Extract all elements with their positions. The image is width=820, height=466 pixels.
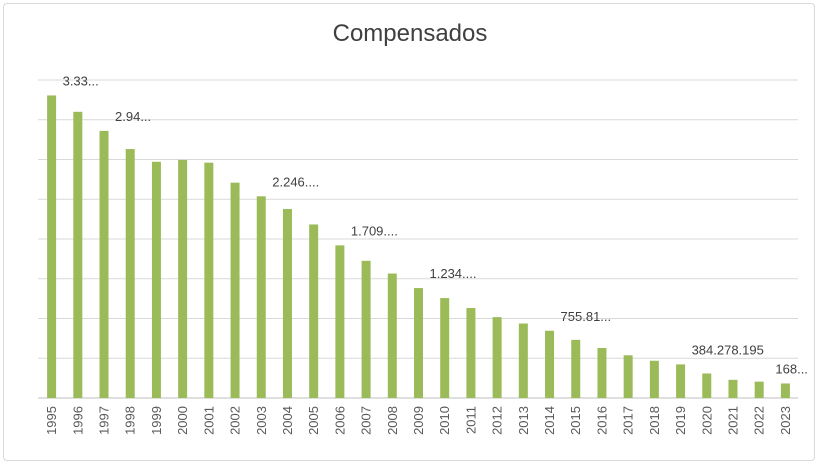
bar-2013: [518, 323, 528, 398]
bar-1997: [99, 130, 109, 398]
bar-2016: [597, 348, 607, 398]
bar-2015: [571, 339, 581, 398]
bar-2006: [335, 245, 345, 398]
bar-1998: [125, 149, 135, 398]
x-tick-label: 2005: [306, 406, 321, 435]
x-tick-label: 2004: [280, 406, 295, 435]
bar-2017: [623, 355, 633, 398]
x-tick-label: 2014: [542, 406, 557, 435]
x-tick-label: 2021: [725, 406, 740, 435]
bar-2009: [414, 288, 423, 398]
x-tick-label: 2010: [437, 406, 452, 435]
x-tick-label: 2020: [699, 406, 714, 435]
x-tick-label: 2018: [647, 406, 662, 435]
bar-2003: [256, 196, 266, 398]
bar-2000: [178, 159, 188, 398]
data-labels: 3.33... 2.94... 2.246.... 1.709.... 1.234...…: [63, 73, 808, 376]
bar-2001: [204, 162, 214, 398]
bar-2020: [702, 373, 712, 398]
x-tick-label: 2006: [332, 406, 347, 435]
data-label: 2.246....: [272, 174, 319, 189]
x-tick-label: 2002: [228, 406, 243, 435]
bar-2007: [361, 260, 371, 398]
bar-2023: [780, 383, 790, 398]
data-label: 384.278.195: [692, 342, 764, 357]
bar-1999: [151, 161, 161, 398]
bars: [47, 95, 790, 399]
data-label: 1.709....: [351, 223, 398, 238]
x-tick-label: 2001: [201, 406, 216, 435]
x-tick-label: 2003: [254, 406, 269, 435]
x-tick-label: 1999: [149, 406, 164, 435]
x-tick-label: 1995: [44, 406, 59, 435]
x-tick-label: 2008: [385, 406, 400, 435]
bar-1996: [73, 111, 83, 399]
x-tick-label: 2013: [516, 406, 531, 435]
bar-2021: [728, 379, 738, 398]
x-tick-label: 1996: [70, 406, 85, 435]
bar-2014: [545, 330, 555, 398]
bar-1995: [47, 95, 57, 399]
bar-2019: [676, 364, 686, 398]
x-tick-label: 2015: [568, 406, 583, 435]
bar-2012: [492, 317, 502, 398]
data-label: 2.94...: [115, 109, 151, 124]
bar-2011: [466, 308, 476, 398]
x-tick-label: 2011: [463, 406, 478, 434]
bar-2010: [440, 298, 450, 398]
x-tick-label: 2022: [752, 406, 767, 435]
data-label: 3.33...: [63, 73, 99, 88]
data-label: 755.81...: [561, 309, 612, 324]
data-label: 1.234....: [430, 266, 477, 281]
x-tick-label: 2012: [490, 406, 505, 435]
bar-2018: [649, 360, 659, 398]
chart-title: Compensados: [332, 20, 488, 47]
x-tick-label: 2000: [175, 406, 190, 435]
x-tick-label: 2017: [621, 406, 636, 435]
bar-2005: [309, 224, 319, 398]
bar-2008: [387, 273, 397, 398]
bar-2022: [754, 381, 764, 398]
bar-2004: [282, 209, 292, 398]
data-label: 168...: [775, 361, 808, 376]
x-tick-labels: 1995 1996 1997 1998 1999 2000 2001 2002 2003 2004…: [44, 406, 793, 435]
x-tick-label: 1998: [123, 406, 138, 435]
x-tick-label: 2007: [359, 406, 374, 435]
x-tick-label: 2009: [411, 406, 426, 435]
x-tick-label: 2023: [778, 406, 793, 435]
x-tick-label: 1997: [97, 406, 112, 435]
x-tick-label: 2016: [594, 406, 609, 435]
x-tick-label: 2019: [673, 406, 688, 435]
bar-2002: [230, 182, 240, 398]
